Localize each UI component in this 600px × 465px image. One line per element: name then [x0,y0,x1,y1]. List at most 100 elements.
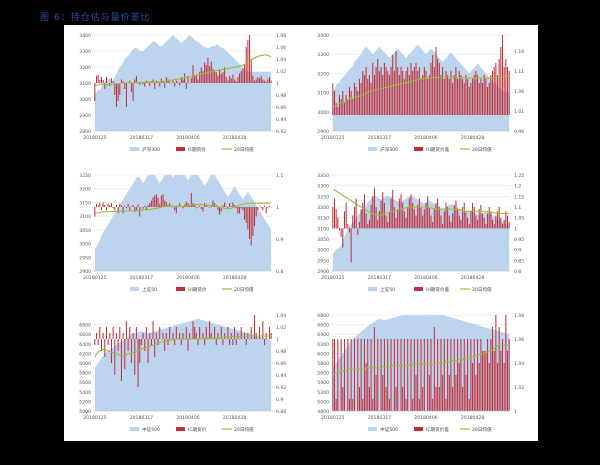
series-bar [109,333,111,339]
series-bar [205,65,207,83]
series-bar [185,201,187,207]
series-bar [395,387,397,411]
series-bar [467,339,469,411]
series-bar [438,63,440,115]
series-bar [398,198,400,229]
x-tick-label: 20180428 [223,415,246,421]
series-bar [95,75,98,83]
series-bar [472,363,474,411]
series-bar [268,77,271,83]
series-bar [237,207,239,214]
y-tick-label: 6800 [79,323,91,329]
series-bar [97,205,99,207]
y-tick-label: 3100 [79,214,91,220]
series-bar [245,207,247,223]
legend-swatch-area [130,427,139,431]
series-bar [493,224,495,229]
series-bar [197,339,199,345]
series-bar [239,73,241,83]
series-bar [130,206,132,207]
series-bar [230,78,232,83]
series-bar [197,79,199,83]
series-bar [144,339,146,351]
series-bar [159,327,161,339]
series-bar [159,203,161,207]
series-bar [235,339,237,345]
series-bar [363,339,365,411]
series-bar [127,339,129,351]
series-bar [388,399,390,411]
series-bar [110,78,112,83]
series-bar [147,82,149,83]
series-bar [492,219,494,229]
series-bar [352,215,354,229]
y2-tick-label: 0.95 [514,237,524,243]
series-bar [368,387,370,411]
series-bar [337,339,339,411]
series-bar [244,63,246,83]
y2-tick-label: 0.88 [276,409,286,415]
series-bar [207,57,209,83]
series-bar [260,207,262,209]
series-bar [440,75,442,115]
y2-tick-label: 1.15 [514,194,524,200]
series-bar [265,81,267,83]
y2-tick-label: 0.98 [276,349,286,355]
legend-swatch-area [130,147,139,151]
chart-panel-4: 3350 3300 3250 3200 3150 3100 3050 3000 2950 2900… [308,167,536,299]
series-bar [232,202,234,207]
series-bar [165,201,167,207]
series-bar [362,202,364,229]
series-bar [458,71,460,115]
y-tick-label: 6000 [79,361,91,367]
y2-tick-label: 1 [276,81,279,87]
series-bar [262,79,264,83]
y-tick-label: 2950 [317,258,329,264]
series-bar [390,67,392,115]
series-bar [160,195,162,207]
series-bar [453,204,455,229]
series-bar [97,339,99,345]
series-bar [447,339,449,411]
series-bar [268,205,271,207]
series-bar [427,339,429,411]
series-bar [234,327,236,339]
series-bar [455,200,457,229]
series-bar [350,339,352,411]
series-bar [342,228,344,248]
series-bar [125,207,127,209]
series-bar [182,79,184,83]
series-bar [395,51,397,115]
series-bar [483,75,485,115]
series-bar [177,81,179,83]
series-bar [365,213,367,229]
series-bar [215,72,217,83]
series-bar [194,327,196,339]
y-tick-label: 5800 [317,361,329,367]
series-bar [367,224,369,229]
series-bar [388,75,390,115]
series-bar [135,207,137,211]
series-bar [438,207,440,229]
y2-tick-label: 1 [276,337,279,343]
series-bar [155,333,157,339]
series-bar [382,75,384,115]
series-bar [452,83,454,115]
series-bar [383,202,385,229]
series-bar [402,71,404,115]
series-bar [462,79,464,115]
y2-tick-label: 1.02 [276,69,286,75]
series-bar [443,211,445,229]
y2-tick-label: 0.98 [276,93,286,99]
x-tick-label: 20180317 [368,275,391,281]
series-bar [257,77,259,83]
series-line [94,54,272,87]
series-bar [259,206,261,207]
series-bar [152,79,154,83]
series-bar [105,77,107,83]
series-bar [358,387,360,411]
series-bar [209,66,211,83]
series-bar [265,207,267,214]
y2-tick-label: 0.8 [276,269,283,275]
y-tick-label: 2800 [79,129,91,135]
